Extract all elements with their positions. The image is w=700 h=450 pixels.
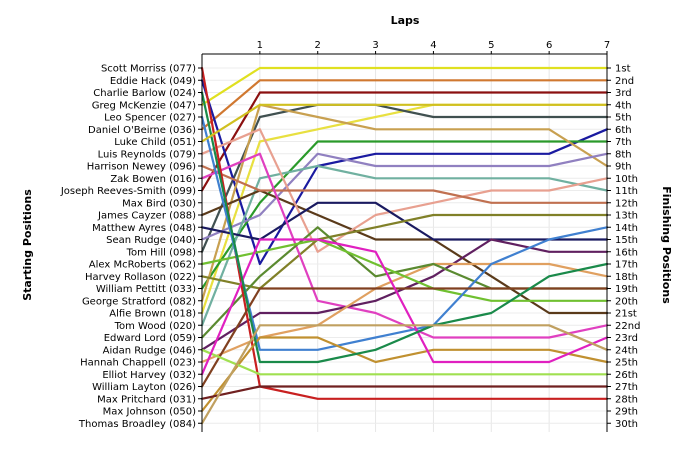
series-line-3 xyxy=(200,91,609,192)
series-line-5 xyxy=(200,103,609,253)
series-line-27 xyxy=(200,91,609,364)
series-line-22 xyxy=(200,115,609,351)
series-line-29 xyxy=(200,324,609,425)
finish-position-label: 2nd xyxy=(615,76,634,87)
start-position-label: Max Pritchard (031) xyxy=(97,394,196,405)
start-position-label: Tom Hill (098) xyxy=(126,247,196,258)
series-lines xyxy=(200,66,609,425)
start-position-label: Harrison Newey (096) xyxy=(87,162,196,173)
start-position-label: Luis Reynolds (079) xyxy=(98,149,196,160)
start-position-label: Hannah Chappell (023) xyxy=(80,358,196,369)
finish-position-label: 1st xyxy=(615,64,631,75)
series-line-14 xyxy=(200,164,609,204)
start-position-label: William Pettitt (033) xyxy=(96,284,196,295)
series-line-20 xyxy=(200,238,609,302)
series-line-25 xyxy=(200,348,609,376)
start-position-label: Thomas Broadley (084) xyxy=(78,419,196,430)
start-position-label: Leo Spencer (027) xyxy=(104,113,196,124)
x-tick-label: 3 xyxy=(372,40,378,51)
finish-position-label: 25th xyxy=(615,358,638,369)
finish-position-label: 18th xyxy=(615,272,638,283)
start-position-label: Matthew Ayres (048) xyxy=(92,223,196,234)
start-position-label: Harvey Rollason (022) xyxy=(85,272,196,283)
series-line-23 xyxy=(200,287,609,388)
finish-position-label: 29th xyxy=(615,407,638,418)
start-position-label: Charlie Barlow (024) xyxy=(93,88,196,99)
start-position-label: Aidan Rudge (046) xyxy=(103,345,196,356)
finish-position-label: 12th xyxy=(615,198,638,209)
y-axis-title-left: Starting Positions xyxy=(21,189,34,301)
finish-position-label: 7th xyxy=(615,137,632,148)
finish-position-label: 6th xyxy=(615,125,632,136)
start-position-label: Scott Morriss (077) xyxy=(101,64,196,75)
series-line-21 xyxy=(200,66,609,400)
finish-position-label: 21st xyxy=(615,309,637,320)
start-position-label: Zak Bowen (016) xyxy=(110,174,196,185)
finish-position-label: 23rd xyxy=(615,333,638,344)
series-line-1 xyxy=(200,66,609,106)
start-position-label: Alfie Brown (018) xyxy=(109,309,196,320)
finish-position-label: 5th xyxy=(615,113,632,124)
start-position-label: Joseph Reeves-Smith (099) xyxy=(60,186,196,197)
finish-position-label: 10th xyxy=(615,174,638,185)
start-position-label: Luke Child (051) xyxy=(114,137,196,148)
start-position-label: Max Johnson (050) xyxy=(103,407,196,418)
series-line-8 xyxy=(200,103,609,302)
x-tick-label: 4 xyxy=(430,40,436,51)
finish-position-label: 22nd xyxy=(615,321,640,332)
finish-position-label: 14th xyxy=(615,223,638,234)
series-line-30 xyxy=(200,103,609,143)
finish-position-label: 8th xyxy=(615,149,632,160)
finish-position-label: 16th xyxy=(615,247,638,258)
start-position-label: Max Bird (030) xyxy=(122,198,196,209)
finish-position-label: 13th xyxy=(615,211,638,222)
finish-position-label: 19th xyxy=(615,284,638,295)
x-tick-label: 2 xyxy=(315,40,321,51)
series-line-15 xyxy=(200,213,609,290)
finish-position-label: 26th xyxy=(615,370,638,381)
finish-position-label: 15th xyxy=(615,235,638,246)
finish-position-label: 11th xyxy=(615,186,638,197)
x-tick-label: 7 xyxy=(604,40,610,51)
start-position-label: George Stratford (082) xyxy=(82,296,196,307)
x-axis-title: Laps xyxy=(391,14,420,27)
series-line-28 xyxy=(200,385,609,400)
series-line-7 xyxy=(200,140,609,290)
series-line-12 xyxy=(200,128,609,253)
start-position-label: Eddie Hack (049) xyxy=(110,76,196,87)
start-position-label: Elliot Harvey (032) xyxy=(102,370,196,381)
finish-position-label: 9th xyxy=(615,162,632,173)
finish-position-label: 17th xyxy=(615,260,638,271)
series-line-9 xyxy=(200,152,609,241)
start-position-label: William Layton (026) xyxy=(92,382,196,393)
series-line-24 xyxy=(200,336,609,413)
start-position-label: Tom Wood (020) xyxy=(114,321,197,332)
y-axis-title-right: Finishing Positions xyxy=(660,186,673,304)
start-position-label: Greg McKenzie (047) xyxy=(92,100,196,111)
axes xyxy=(198,51,611,432)
start-position-label: Alex McRoberts (062) xyxy=(89,260,196,271)
finish-position-label: 28th xyxy=(615,394,638,405)
series-line-11 xyxy=(200,189,609,315)
series-line-26 xyxy=(200,238,609,376)
finish-position-label: 3rd xyxy=(615,88,632,99)
tick-labels: 1 2 3 4 5 6 7 Scott Morriss (077)Eddie Hack (04… xyxy=(60,40,641,430)
x-tick-label: 5 xyxy=(488,40,494,51)
finish-position-label: 27th xyxy=(615,382,638,393)
start-position-label: Daniel O'Beirne (036) xyxy=(88,125,196,136)
finish-position-label: 30th xyxy=(615,419,638,430)
series-line-6 xyxy=(200,79,609,266)
start-position-label: Edward Lord (059) xyxy=(104,333,196,344)
x-tick-label: 1 xyxy=(257,40,263,51)
start-position-label: James Cayzer (088) xyxy=(97,211,196,222)
start-position-label: Sean Rudge (040) xyxy=(106,235,196,246)
finish-position-label: 4th xyxy=(615,100,632,111)
x-tick-label: 6 xyxy=(546,40,552,51)
finish-position-label: 20th xyxy=(615,296,638,307)
finish-position-label: 24th xyxy=(615,345,638,356)
series-line-2 xyxy=(200,79,609,131)
